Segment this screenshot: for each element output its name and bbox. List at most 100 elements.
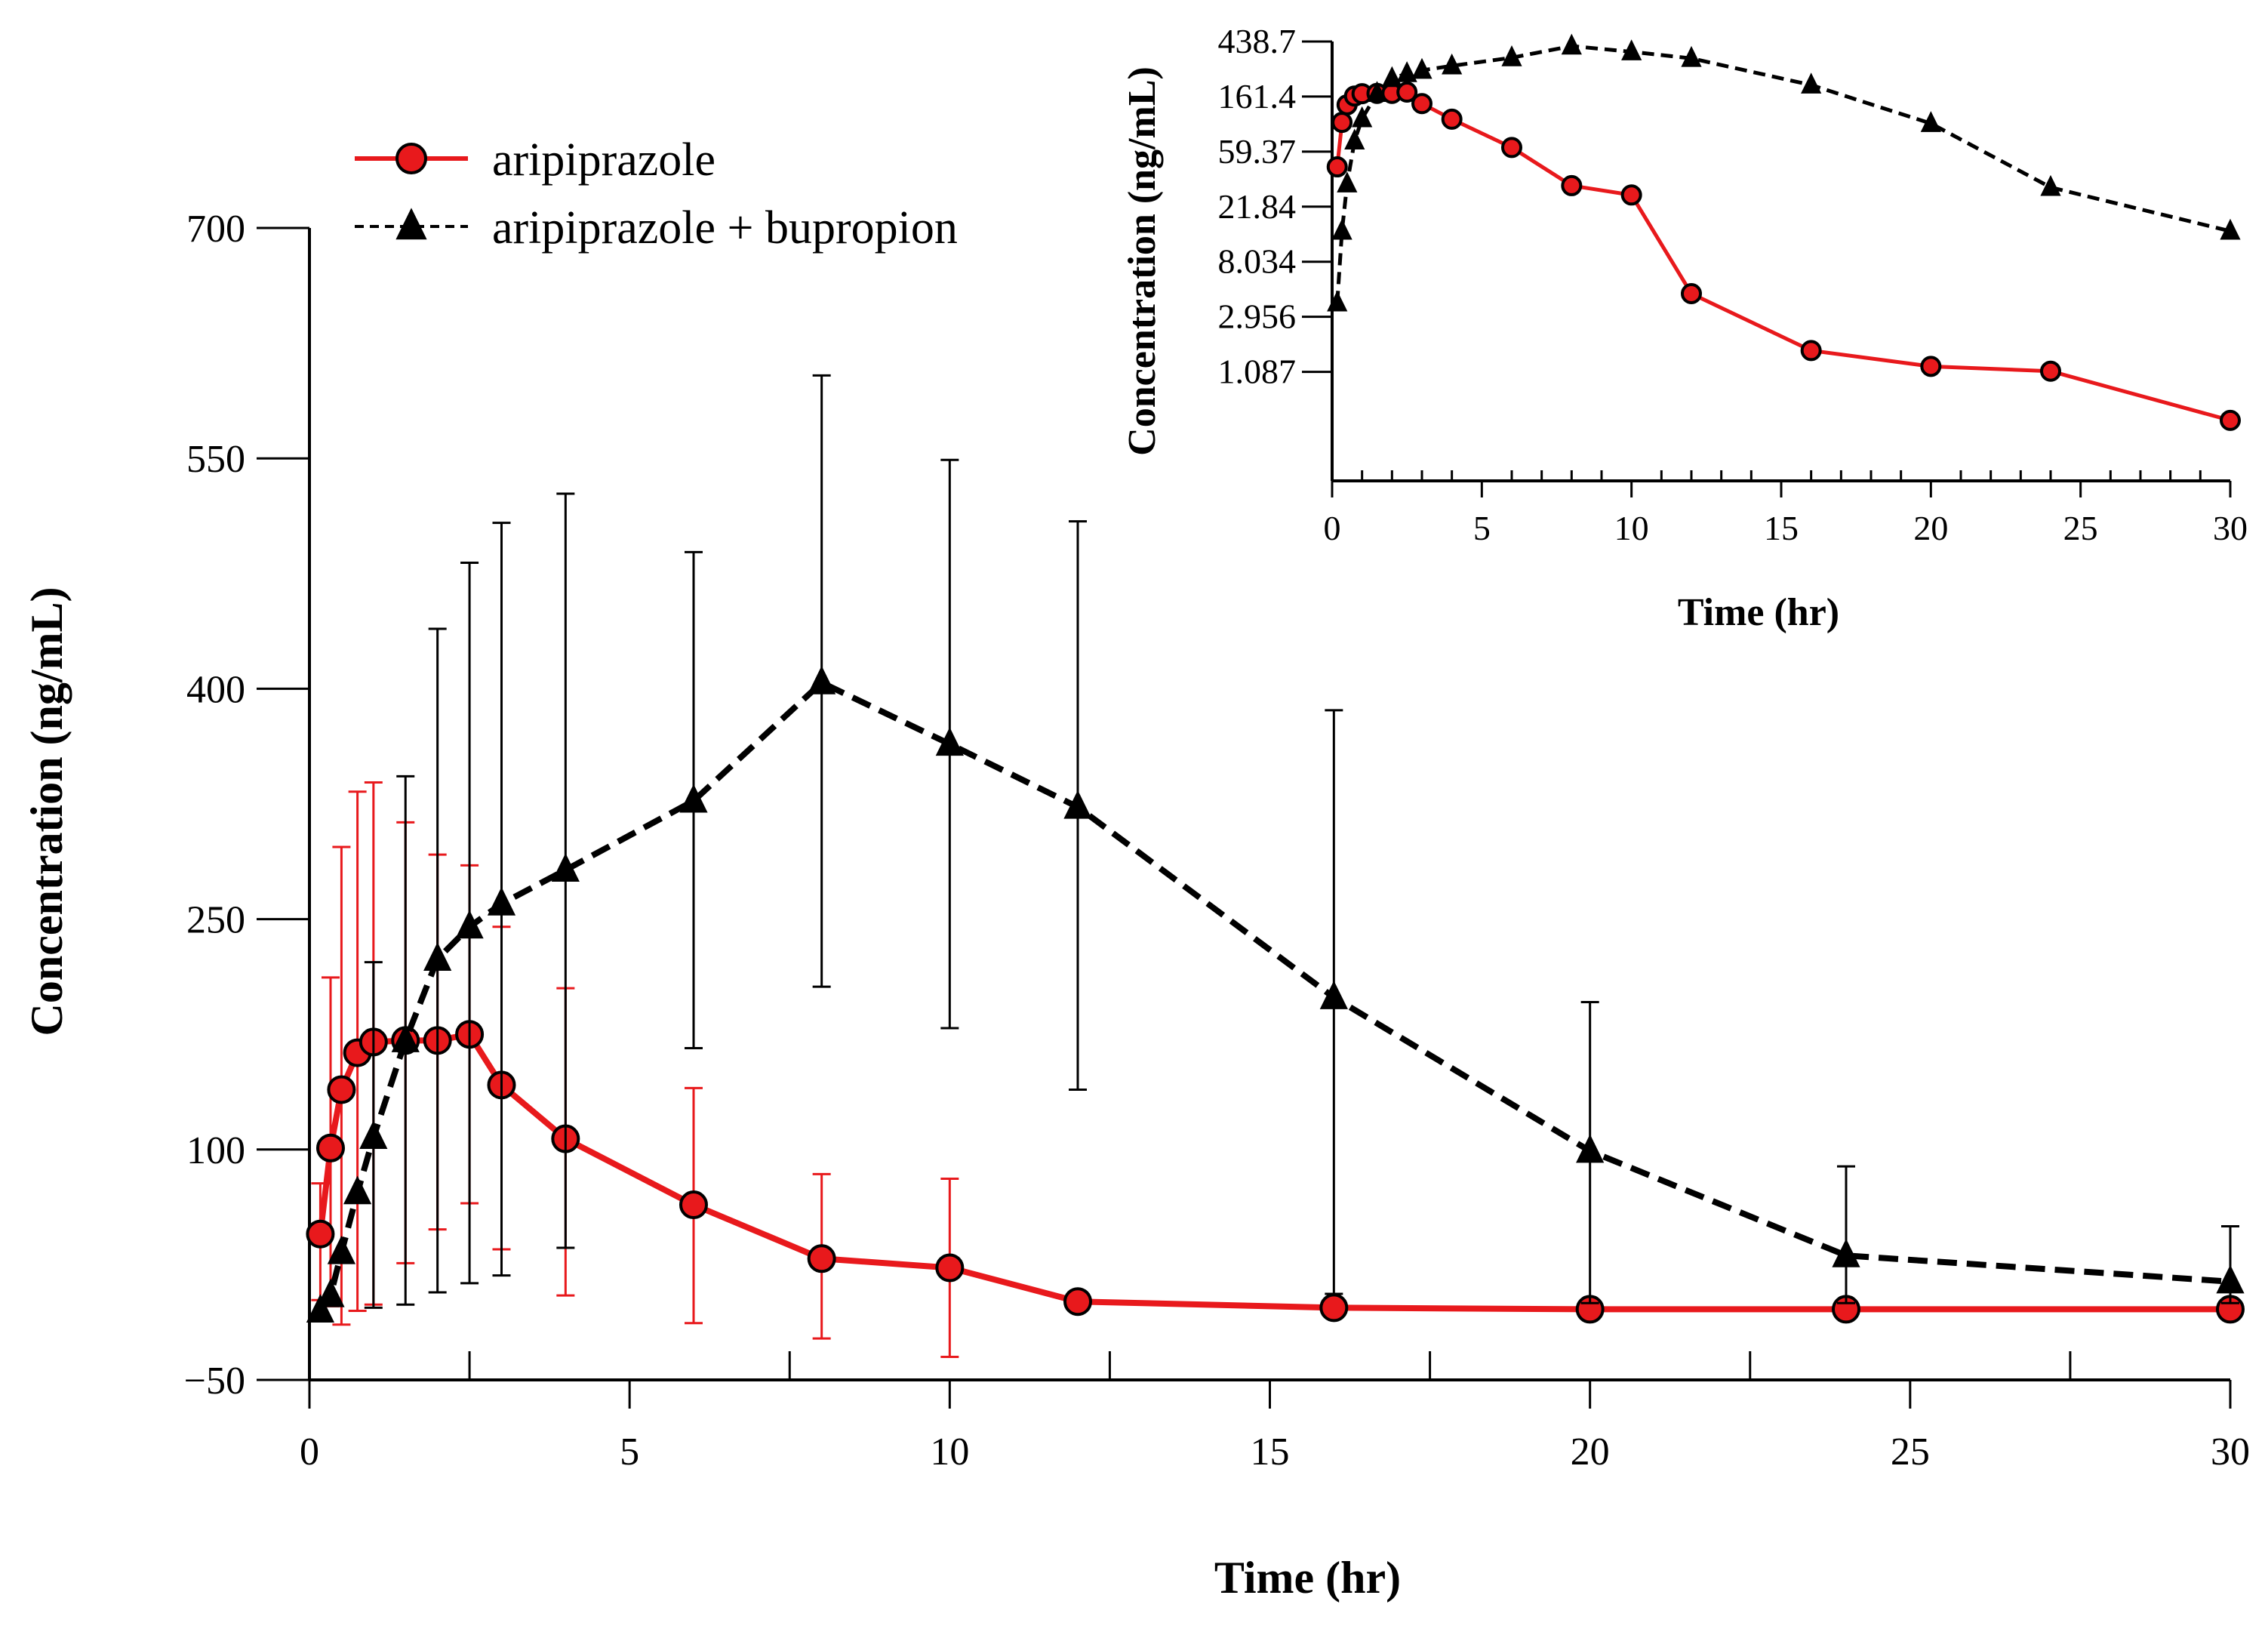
inset-series-line [1335, 90, 2231, 423]
inset-data-point [1352, 106, 1373, 128]
inset-data-point [1396, 82, 1418, 103]
inset-data-point [1561, 174, 1583, 196]
data-point [343, 1175, 372, 1205]
data-point [2216, 1264, 2245, 1294]
x-tick-label: 20 [1571, 1430, 1610, 1474]
inset-y-tick-label: 8.034 [1218, 242, 1297, 281]
inset-x-tick-label: 15 [1764, 509, 1799, 547]
inset-data-point [1327, 290, 1348, 312]
data-point [807, 1244, 836, 1273]
inset-y-tick-label: 438.7 [1218, 22, 1297, 60]
x-tick-label: 5 [620, 1430, 639, 1474]
y-tick-label: −50 [184, 1360, 245, 1403]
data-point [1319, 981, 1348, 1009]
inset-data-point [2220, 409, 2241, 431]
inset-data-point [1681, 282, 1702, 304]
y-axis-title: Concentration (ng/mL) [22, 587, 72, 1036]
data-point [423, 942, 452, 972]
inset-data-point [1561, 33, 1582, 55]
inset-data-point [1501, 45, 1522, 66]
legend: aripiprazole aripiprazole + bupropion [355, 134, 958, 254]
y-tick-label: 700 [186, 208, 245, 251]
inset-y-tick-label: 21.84 [1218, 187, 1297, 226]
inset-data-point [1337, 171, 1358, 192]
series-aripiprazole [306, 781, 2245, 1358]
data-point [306, 1219, 335, 1249]
legend-label: aripiprazole [492, 134, 715, 186]
inset-data-point [1331, 218, 1352, 240]
data-point [487, 886, 516, 916]
data-point [391, 1024, 420, 1052]
inset-data-point [1441, 108, 1463, 130]
data-point [679, 1190, 708, 1220]
series-line [317, 1031, 2230, 1313]
inset-y-tick-label: 161.4 [1218, 77, 1297, 115]
series-aripiprazole-bupropion [306, 374, 2245, 1323]
x-tick-label: 0 [300, 1430, 319, 1474]
inset-data-point [2220, 218, 2241, 240]
inset-data-point [1800, 340, 1822, 362]
inset-plot: 1.087 2.956 8.034 21.84 59.37 161.4 438.7 0 5 10 1… [1121, 22, 2248, 634]
data-point [1063, 790, 1092, 819]
inset-data-point [1344, 128, 1365, 150]
inset-data-point [1381, 66, 1402, 88]
inset-data-point [1396, 61, 1417, 82]
data-point [1832, 1238, 1860, 1267]
x-axis-title: Time (hr) [1214, 1553, 1401, 1603]
data-point [808, 665, 836, 694]
inset-data-point [1620, 184, 1642, 206]
inset-x-tick-label: 20 [1913, 509, 1948, 547]
inset-series-aripiprazole-bupropion [1327, 33, 2241, 312]
data-point [935, 1253, 965, 1283]
x-tick-label: 25 [1891, 1430, 1930, 1474]
data-point [316, 1278, 345, 1307]
inset-data-point [1920, 356, 1942, 377]
data-point [551, 853, 580, 882]
inset-x-tick-label: 25 [2063, 509, 2098, 547]
inset-data-point [1331, 112, 1353, 134]
inset-y-tick-label: 59.37 [1218, 132, 1297, 171]
y-tick-label: 100 [186, 1129, 245, 1172]
inset-data-point [1411, 57, 1433, 79]
y-tick-label: 400 [186, 668, 245, 711]
data-point [327, 1075, 356, 1104]
legend-marker [395, 143, 427, 174]
y-tick-label: 250 [186, 899, 245, 942]
inset-x-tick-label: 5 [1473, 509, 1491, 547]
x-tick-label: 10 [930, 1430, 969, 1474]
inset-data-point [1366, 81, 1388, 102]
data-point [1576, 1134, 1605, 1163]
data-point [679, 784, 708, 813]
data-point [315, 1133, 345, 1163]
inset-data-point [1621, 39, 1642, 60]
inset-y-tick-label: 1.087 [1218, 353, 1297, 391]
data-point [935, 727, 964, 756]
inset-y-tick-label: 2.956 [1218, 297, 1297, 336]
y-tick-label: 550 [186, 438, 245, 481]
data-point [359, 1120, 388, 1150]
inset-data-point [1411, 93, 1433, 115]
inset-x-tick-label: 0 [1324, 509, 1341, 547]
legend-label: aripiprazole + bupropion [492, 202, 958, 254]
data-point [327, 1235, 356, 1264]
inset-data-point [1801, 72, 1822, 94]
inset-data-point [1326, 156, 1348, 178]
legend-marker [395, 208, 427, 240]
inset-data-point [2040, 360, 2061, 382]
series-line [318, 679, 2231, 1313]
inset-data-point [2040, 174, 2061, 196]
inset-data-point [1442, 53, 1463, 75]
inset-x-tick-label: 10 [1614, 509, 1649, 547]
x-tick-label: 15 [1251, 1430, 1290, 1474]
inset-data-point [1501, 137, 1522, 159]
inset-series-aripiprazole [1326, 82, 2241, 431]
inset-series-line [1335, 44, 2231, 303]
data-point [1319, 1293, 1349, 1323]
inset-y-axis-title: Concentration (ng/mL) [1121, 66, 1164, 456]
x-tick-label: 30 [2211, 1430, 2250, 1474]
inset-x-axis-title: Time (hr) [1678, 591, 1839, 634]
inset-data-point [1681, 45, 1702, 67]
inset-x-tick-label: 30 [2213, 509, 2248, 547]
